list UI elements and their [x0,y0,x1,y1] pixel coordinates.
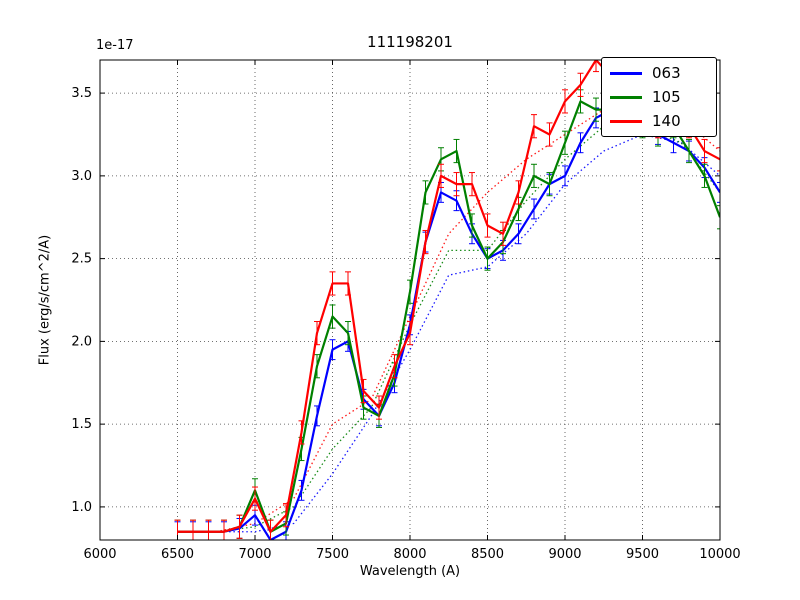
svg-text:3.5: 3.5 [71,86,92,101]
svg-text:9500: 9500 [626,547,659,562]
legend-label-063: 063 [652,64,681,82]
svg-text:2.5: 2.5 [71,252,92,267]
svg-text:1.0: 1.0 [71,500,92,515]
legend-entry-063: 063 [610,61,716,85]
svg-text:8000: 8000 [393,547,426,562]
svg-text:9000: 9000 [548,547,581,562]
svg-text:10000: 10000 [699,547,740,562]
svg-text:2.0: 2.0 [71,334,92,349]
chart-title: 111198201 [367,33,453,51]
legend-label-140: 140 [652,112,681,130]
legend: 063 105 140 [601,57,717,137]
x-axis-label: Wavelength (A) [359,564,461,579]
legend-label-105: 105 [652,88,681,106]
svg-text:6500: 6500 [161,547,194,562]
legend-line-sample-140 [610,119,642,123]
legend-line-sample-105 [610,95,642,99]
legend-entry-105: 105 [610,85,716,109]
y-axis-offset-label: 1e-17 [96,38,134,53]
svg-text:1.5: 1.5 [71,417,92,432]
svg-text:8500: 8500 [471,547,504,562]
legend-entry-140: 140 [610,109,716,133]
legend-line-sample-063 [610,71,642,75]
svg-text:6000: 6000 [83,547,116,562]
svg-text:7000: 7000 [238,547,271,562]
svg-text:3.0: 3.0 [71,169,92,184]
svg-text:7500: 7500 [316,547,349,562]
